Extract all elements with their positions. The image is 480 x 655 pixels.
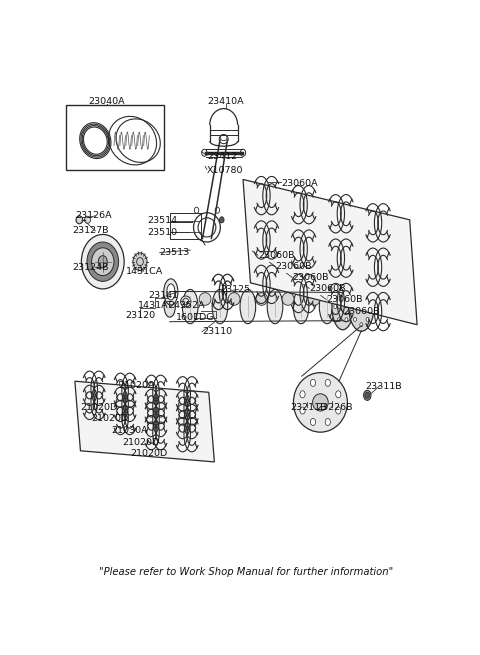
Text: 23410A: 23410A [207,97,244,106]
Bar [170,213,202,239]
Circle shape [363,390,371,400]
Circle shape [353,318,357,322]
Ellipse shape [348,282,374,331]
Circle shape [336,391,341,398]
Circle shape [353,291,357,296]
Text: 23060B: 23060B [275,262,312,271]
Circle shape [311,379,316,386]
Circle shape [311,419,316,426]
Circle shape [334,305,337,309]
Ellipse shape [167,284,175,300]
Text: 23412: 23412 [207,152,237,161]
Ellipse shape [133,253,147,271]
Circle shape [98,255,107,268]
Text: X10780: X10780 [207,166,243,175]
Circle shape [351,305,354,309]
Polygon shape [243,179,417,325]
Ellipse shape [199,293,211,305]
Text: 23060B: 23060B [344,307,380,316]
Circle shape [219,217,224,223]
Text: 23060A: 23060A [281,179,318,188]
Circle shape [366,318,369,322]
Circle shape [325,379,330,386]
Text: 23110: 23110 [202,328,232,336]
Circle shape [360,323,363,327]
Circle shape [366,291,369,296]
Text: 23514: 23514 [147,216,178,225]
Circle shape [194,207,199,214]
Ellipse shape [164,279,178,305]
Text: 21020D: 21020D [122,438,160,447]
Ellipse shape [180,296,191,307]
Text: 23040A: 23040A [88,97,125,106]
Polygon shape [75,381,215,462]
Ellipse shape [228,293,240,305]
Text: 23311B: 23311B [366,382,402,391]
Text: 23124B: 23124B [72,263,108,272]
Text: 21030A: 21030A [111,426,148,435]
Text: 23060B: 23060B [292,273,329,282]
Text: 21020D: 21020D [81,403,118,412]
Ellipse shape [267,290,283,324]
Circle shape [336,407,341,414]
Ellipse shape [92,248,114,276]
Circle shape [300,407,305,414]
Circle shape [325,419,330,426]
Circle shape [345,318,348,322]
Text: 21020D: 21020D [130,449,167,458]
Circle shape [369,305,372,309]
Ellipse shape [308,293,320,305]
Circle shape [337,291,340,295]
Text: "Please refer to Work Shop Manual for further information": "Please refer to Work Shop Manual for fu… [99,567,393,577]
Ellipse shape [193,213,220,242]
Text: 1601DG: 1601DG [176,313,215,322]
Ellipse shape [87,242,119,282]
Circle shape [365,392,370,398]
Bar [66,105,164,170]
Ellipse shape [256,293,267,305]
Ellipse shape [84,216,91,223]
Ellipse shape [293,290,309,324]
Text: 23060B: 23060B [326,295,363,304]
Ellipse shape [312,394,328,411]
Ellipse shape [82,234,124,289]
Text: 23226B: 23226B [317,403,353,412]
Text: 23060B: 23060B [309,284,346,293]
Text: 23211B: 23211B [290,403,327,412]
Circle shape [300,391,305,398]
Text: 23141: 23141 [148,291,179,301]
Ellipse shape [212,290,228,324]
Text: 23127B: 23127B [72,227,108,235]
Text: 23513: 23513 [160,248,190,257]
Ellipse shape [240,290,256,324]
Text: 24352A: 24352A [168,301,204,310]
Text: 23510: 23510 [147,228,178,237]
Ellipse shape [182,290,198,324]
Text: 1431AT: 1431AT [138,301,174,310]
Circle shape [215,207,219,214]
Ellipse shape [76,215,83,224]
Text: 23125: 23125 [220,285,250,294]
Text: 23060B: 23060B [258,251,294,259]
Circle shape [337,318,340,322]
Text: 21020A: 21020A [119,381,155,390]
Text: 21020D: 21020D [92,414,129,423]
Circle shape [360,286,363,290]
Ellipse shape [332,284,353,329]
Ellipse shape [293,373,348,432]
Circle shape [345,291,348,295]
Ellipse shape [319,290,335,324]
Ellipse shape [164,296,175,317]
Text: 23126A: 23126A [75,212,111,220]
Text: 23120: 23120 [125,311,155,320]
Ellipse shape [282,293,294,305]
Text: 1431CA: 1431CA [126,267,164,276]
Circle shape [348,305,352,309]
